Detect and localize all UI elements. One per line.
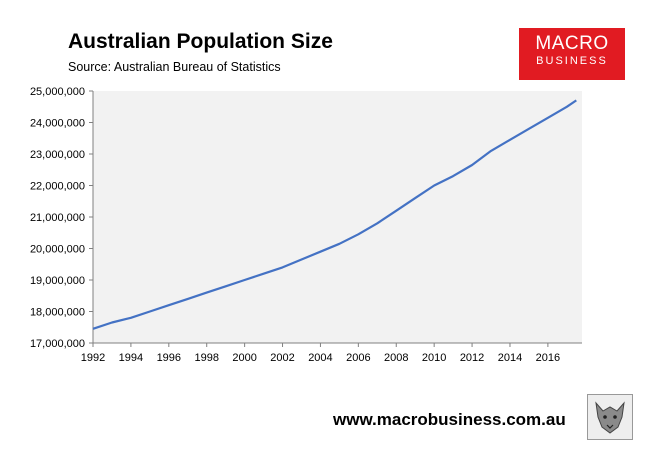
x-tick-label: 1994: [119, 352, 143, 364]
wolf-mascot-icon: [587, 394, 633, 440]
chart-title: Australian Population Size: [68, 30, 333, 53]
x-tick-label: 2012: [460, 352, 484, 364]
x-tick-label: 2014: [498, 352, 522, 364]
chart-source: Source: Australian Bureau of Statistics: [68, 60, 281, 74]
x-tick-label: 2004: [308, 352, 332, 364]
y-tick-label: 25,000,000: [30, 86, 85, 98]
x-tick-label: 2002: [270, 352, 294, 364]
y-tick-label: 21,000,000: [30, 212, 85, 224]
y-tick-labels: 17,000,000 18,000,000 19,000,000 20,000,000…: [30, 86, 85, 350]
y-tick-label: 17,000,000: [30, 338, 85, 350]
x-tick-label: 2016: [536, 352, 560, 364]
x-tick-label: 1996: [157, 352, 181, 364]
macrobusiness-logo: MACRO BUSINESS: [519, 28, 625, 80]
x-axis: [92, 342, 582, 347]
x-tick-label: 1998: [194, 352, 218, 364]
footer-url: www.macrobusiness.com.au: [333, 410, 566, 429]
logo-line-business: BUSINESS: [536, 55, 608, 67]
logo-line-macro: MACRO: [535, 33, 609, 54]
x-tick-label: 2006: [346, 352, 370, 364]
x-tick-label: 2008: [384, 352, 408, 364]
y-tick-label: 23,000,000: [30, 149, 85, 161]
x-tick-label: 2010: [422, 352, 446, 364]
x-tick-label: 1992: [81, 352, 105, 364]
plot-area: [93, 91, 582, 343]
population-series-line: [92, 99, 577, 330]
y-tick-label: 18,000,000: [30, 307, 85, 319]
y-tick-label: 24,000,000: [30, 118, 85, 130]
y-tick-label: 19,000,000: [30, 275, 85, 287]
x-tick-label: 2000: [232, 352, 256, 364]
y-axis: [89, 90, 94, 344]
x-tick-labels: 1992 1994 1996 1998 2000 2002 2004 2006 2008 2010…: [81, 352, 560, 364]
y-tick-label: 20,000,000: [30, 244, 85, 256]
y-tick-label: 22,000,000: [30, 181, 85, 193]
